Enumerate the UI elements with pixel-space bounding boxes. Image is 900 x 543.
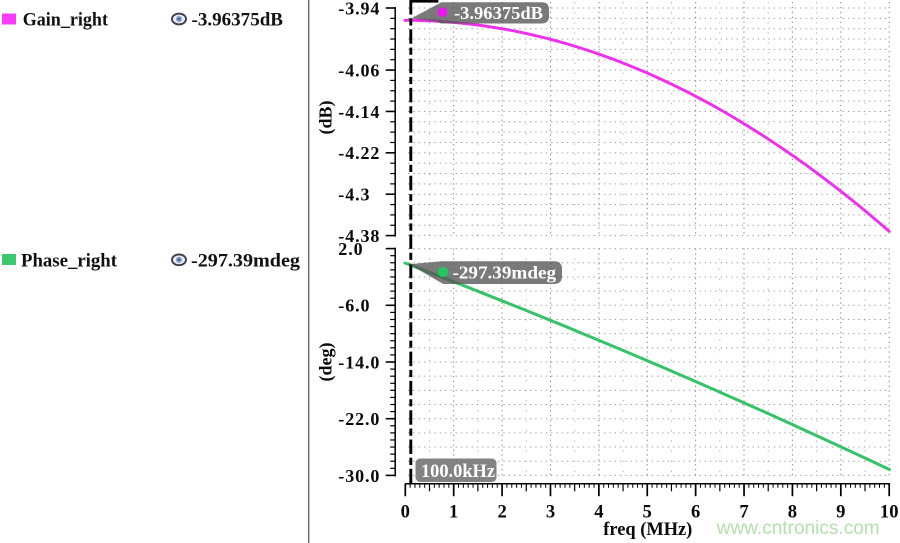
svg-text:-6.0: -6.0	[338, 296, 370, 316]
svg-text:-297.39mdeg: -297.39mdeg	[453, 263, 557, 283]
svg-text:9: 9	[836, 502, 845, 523]
svg-text:Gain_right: Gain_right	[23, 11, 109, 31]
svg-text:10: 10	[880, 502, 899, 523]
svg-text:4: 4	[594, 502, 603, 523]
svg-text:0: 0	[401, 502, 410, 523]
svg-text:-3.94: -3.94	[338, 0, 380, 18]
svg-text:Phase_right: Phase_right	[21, 251, 118, 271]
svg-text:2.0: 2.0	[338, 239, 363, 259]
svg-text:-3.96375dB: -3.96375dB	[454, 3, 543, 23]
svg-text:-297.39mdeg: -297.39mdeg	[191, 251, 301, 271]
svg-text:-4.22: -4.22	[338, 143, 380, 163]
svg-text:100.0kHz: 100.0kHz	[421, 462, 495, 482]
svg-text:3: 3	[546, 502, 555, 523]
svg-text:-4.06: -4.06	[338, 61, 380, 81]
svg-text:(dB): (dB)	[316, 100, 337, 134]
svg-text:www.cntronics.com: www.cntronics.com	[716, 518, 880, 539]
svg-text:2: 2	[497, 502, 506, 523]
svg-text:6: 6	[691, 502, 700, 523]
svg-text:-3.96375dB: -3.96375dB	[192, 11, 284, 31]
svg-text:-22.0: -22.0	[338, 409, 380, 429]
svg-text:-4.14: -4.14	[338, 102, 380, 122]
svg-text:-30.0: -30.0	[338, 466, 380, 486]
svg-text:(deg): (deg)	[316, 343, 337, 382]
svg-text:7: 7	[739, 502, 748, 523]
svg-text:-14.0: -14.0	[338, 352, 380, 372]
svg-text:freq (MHz): freq (MHz)	[603, 519, 692, 540]
svg-text:-4.38: -4.38	[338, 226, 380, 246]
svg-text:8: 8	[788, 502, 797, 523]
svg-text:5: 5	[643, 502, 652, 523]
svg-text:1: 1	[449, 502, 458, 523]
svg-text:-4.3: -4.3	[338, 185, 370, 205]
